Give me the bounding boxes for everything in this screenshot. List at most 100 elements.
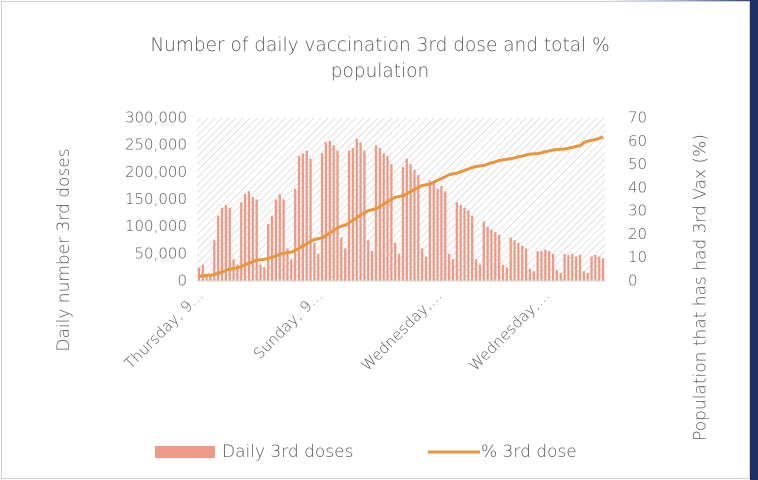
y2-tick-label: 10 (628, 248, 647, 266)
bar (290, 259, 293, 281)
bar (220, 207, 224, 281)
bar (351, 147, 355, 281)
bar (582, 271, 585, 281)
y-axis-title: Daily number 3rd doses (54, 148, 74, 352)
bar (317, 253, 320, 281)
bar (444, 191, 447, 281)
bar (405, 158, 408, 281)
bar (270, 215, 274, 281)
bar (432, 183, 435, 281)
y2-tick-label: 50 (628, 155, 647, 173)
bar (490, 229, 493, 281)
bar (428, 180, 432, 281)
bar (228, 207, 231, 281)
bar (436, 188, 439, 281)
legend-label: Daily 3rd doses (222, 442, 353, 462)
bar (513, 240, 516, 281)
x-tick-label: Wednesday,… (465, 286, 553, 374)
bar (521, 245, 524, 281)
bar (586, 272, 589, 281)
y2-tick-label: 0 (628, 272, 638, 290)
bar (397, 253, 401, 281)
bar (209, 276, 212, 281)
bar (601, 258, 605, 281)
bar (370, 251, 374, 281)
bar (251, 196, 254, 281)
bar (459, 204, 462, 281)
bar (309, 158, 312, 281)
edge-strip (750, 0, 758, 480)
bar (297, 156, 301, 281)
bar (559, 272, 562, 281)
bar (355, 138, 358, 281)
y-tick-label: 300,000 (125, 109, 187, 127)
bar (236, 264, 239, 281)
bar (440, 185, 443, 281)
bar (494, 232, 497, 281)
bar (205, 275, 208, 281)
bar (324, 142, 328, 281)
bar (455, 202, 458, 281)
bar (390, 164, 393, 281)
bar (359, 142, 362, 281)
bar (574, 256, 578, 281)
bar (544, 249, 547, 281)
bar (278, 194, 281, 281)
y-tick-label: 50,000 (135, 244, 188, 262)
bar (267, 223, 270, 281)
bar (551, 253, 555, 281)
y2-tick-label: 20 (628, 225, 647, 243)
bar (255, 199, 258, 281)
bar (328, 140, 331, 281)
line-series (198, 135, 604, 278)
y-tick-label: 200,000 (125, 163, 187, 181)
bar (555, 270, 559, 281)
bar (548, 251, 551, 281)
bar (451, 259, 455, 281)
bar (467, 210, 470, 281)
bar (232, 259, 235, 281)
y2-tick-label: 60 (628, 132, 647, 150)
bar (540, 251, 543, 281)
bar (363, 150, 366, 281)
bar (482, 221, 485, 281)
bar (274, 199, 278, 281)
bar (563, 253, 566, 281)
bar (224, 204, 228, 281)
bar (497, 234, 501, 281)
bar (471, 215, 474, 281)
bar (340, 237, 343, 281)
x-tick-label: Sunday, 9… (250, 286, 327, 363)
bar (201, 264, 204, 281)
bar (517, 242, 520, 281)
bar (347, 150, 351, 281)
bar (243, 194, 247, 281)
bar (197, 267, 201, 281)
y2-axis-title: Population that has had 3rd Vax (%) (690, 134, 711, 441)
bar (213, 240, 216, 281)
bar (374, 145, 378, 281)
bar (509, 237, 512, 281)
bar (263, 267, 266, 281)
plot-area (197, 118, 605, 281)
bar (282, 199, 285, 281)
bar (567, 254, 570, 281)
bar (320, 153, 324, 281)
legend-label: % 3rd dose (481, 442, 577, 462)
y-tick-label: 250,000 (125, 136, 187, 154)
bar (378, 147, 381, 281)
bar (598, 256, 601, 281)
bar (528, 269, 532, 281)
bar (571, 253, 574, 281)
bar (409, 164, 412, 281)
bar (305, 150, 308, 281)
y2-tick-label: 30 (628, 202, 647, 220)
bar (474, 259, 478, 281)
bar (301, 153, 305, 281)
bar (259, 264, 262, 281)
bar (505, 267, 509, 281)
y-tick-label: 0 (177, 272, 187, 290)
y2-tick-label: 70 (628, 109, 647, 127)
y2-tick-label: 40 (628, 178, 647, 196)
